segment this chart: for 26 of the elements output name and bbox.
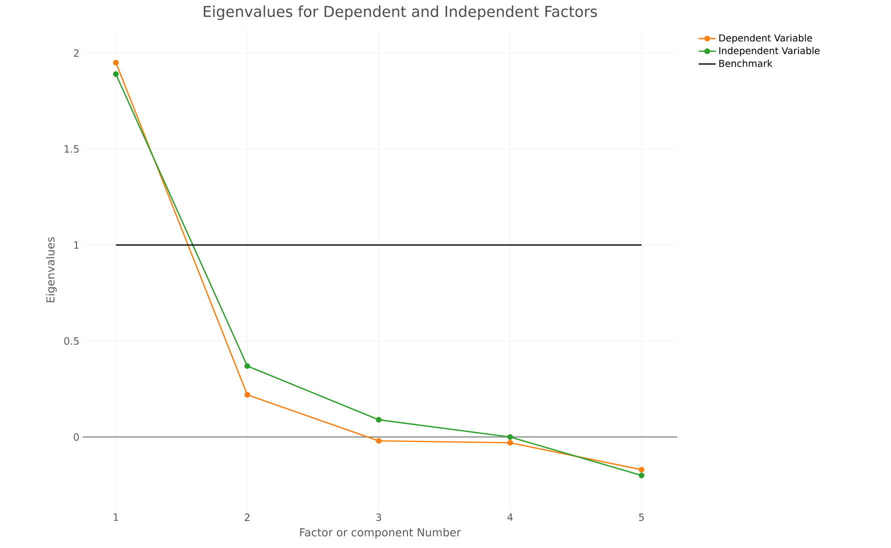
x-tick-label: 5 xyxy=(639,514,644,521)
point xyxy=(113,71,119,77)
x-tick-label: 2 xyxy=(244,514,250,521)
x-tick-label: 3 xyxy=(376,514,382,522)
point xyxy=(376,416,382,423)
y-axis-title: Eigenvalues xyxy=(46,237,57,302)
legend-label: Dependent Variable xyxy=(719,34,812,44)
y-tick-label: 2 xyxy=(74,49,78,57)
point xyxy=(638,472,644,478)
point xyxy=(376,438,382,444)
y-tick-label: 1 xyxy=(74,241,79,249)
legend-label: Independent Variable xyxy=(719,46,820,56)
y-tick-label: 1.5 xyxy=(64,145,79,153)
point xyxy=(638,466,644,473)
y-tick-label: 0 xyxy=(74,433,79,441)
point xyxy=(507,434,513,440)
legend-label: Benchmark xyxy=(719,60,772,67)
x-tick-label: 1 xyxy=(114,514,118,521)
x-tick-label: 4 xyxy=(507,514,513,521)
chart-title: Eigenvalues for Dependent and Independent Factors xyxy=(204,6,597,20)
point xyxy=(113,60,119,66)
point xyxy=(507,440,513,446)
x-axis-title: Factor or component Number xyxy=(300,528,461,539)
point xyxy=(244,392,250,398)
point xyxy=(244,363,250,369)
y-tick-label: 0.5 xyxy=(64,337,79,345)
